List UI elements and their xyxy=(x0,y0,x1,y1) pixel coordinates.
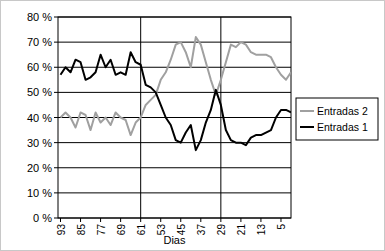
x-tick xyxy=(160,218,161,222)
x-tick xyxy=(180,218,181,222)
y-tick-label: 10 % xyxy=(27,187,52,199)
x-tick-label: 29 xyxy=(216,224,227,236)
y-tick-label: 30 % xyxy=(27,137,52,149)
y-tick xyxy=(54,17,58,18)
y-tick xyxy=(54,67,58,68)
y-tick xyxy=(54,192,58,193)
y-tick-label: 20 % xyxy=(27,162,52,174)
x-tick-label: 21 xyxy=(236,224,247,236)
grid-line xyxy=(58,92,291,93)
legend-box xyxy=(296,98,378,140)
x-tick xyxy=(60,218,61,222)
y-tick xyxy=(54,142,58,143)
x-tick-label: 93 xyxy=(56,224,67,236)
y-tick xyxy=(54,218,58,219)
x-tick-label: 77 xyxy=(96,224,107,236)
legend-swatch xyxy=(300,110,314,112)
grid-line xyxy=(58,117,291,118)
x-axis-label: Dias xyxy=(163,234,186,246)
y-tick xyxy=(54,167,58,168)
grid-line xyxy=(58,142,291,143)
grid-line xyxy=(58,42,291,43)
x-tick-label: 61 xyxy=(136,224,147,236)
x-tick xyxy=(100,218,101,222)
x-tick xyxy=(220,218,221,222)
y-tick-label: 40 % xyxy=(27,112,52,124)
series-line xyxy=(61,37,291,135)
y-tick-label: 0 % xyxy=(33,212,52,224)
y-tick-label: 70 % xyxy=(27,36,52,48)
series-line xyxy=(61,52,291,150)
x-tick-label: 85 xyxy=(76,224,87,236)
grid-line xyxy=(58,192,291,193)
y-tick xyxy=(54,117,58,118)
y-tick-label: 50 % xyxy=(27,86,52,98)
x-tick xyxy=(280,218,281,222)
chart: 0 % 10 % 20 % 30 % 40 % 50 % 60 % 70 % 80 % 93 85 7… xyxy=(0,0,385,251)
y-tick xyxy=(54,42,58,43)
y-tick-label: 80 % xyxy=(27,11,52,23)
x-tick-label: 5 xyxy=(276,224,287,230)
x-tick xyxy=(240,218,241,222)
x-tick xyxy=(120,218,121,222)
x-tick xyxy=(140,218,141,222)
vertical-line xyxy=(220,17,221,218)
grid-line xyxy=(58,67,291,68)
x-tick xyxy=(200,218,201,222)
x-tick-label: 13 xyxy=(256,224,267,236)
x-tick xyxy=(80,218,81,222)
x-tick-label: 37 xyxy=(196,224,207,236)
legend-label: Entradas 2 xyxy=(317,105,368,117)
y-tick-label: 60 % xyxy=(27,61,52,73)
x-tick xyxy=(260,218,261,222)
plot-frame xyxy=(58,17,291,218)
y-tick xyxy=(54,92,58,93)
grid-line xyxy=(58,167,291,168)
background xyxy=(1,1,385,251)
x-tick-label: 69 xyxy=(116,224,127,236)
plot-area xyxy=(61,17,291,218)
legend-label: Entradas 1 xyxy=(317,121,368,133)
legend-swatch xyxy=(300,126,314,128)
